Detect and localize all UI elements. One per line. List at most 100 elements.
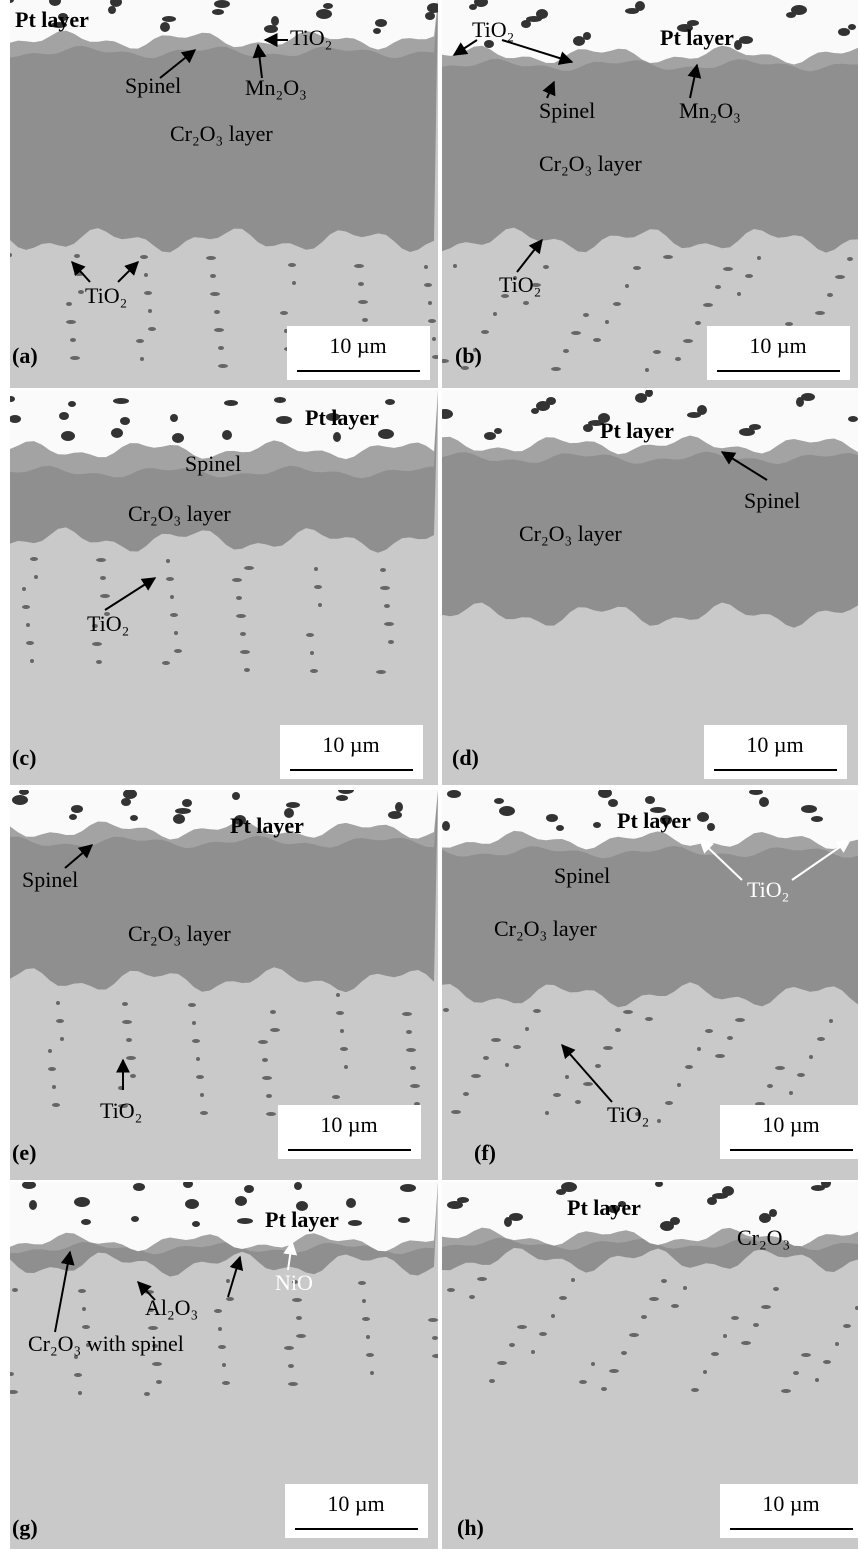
precipitate	[583, 1082, 593, 1086]
precipitate	[609, 1369, 619, 1373]
precipitate	[244, 668, 250, 672]
pt-pore	[68, 401, 76, 407]
pt-pore	[388, 811, 402, 819]
pt-pore	[232, 792, 240, 800]
precipitate	[136, 339, 144, 343]
pt-pore	[838, 28, 850, 36]
annotation: TiO₂	[87, 611, 129, 636]
pt-pore	[294, 1182, 302, 1190]
precipitate	[362, 1317, 370, 1321]
precipitate	[126, 1038, 132, 1042]
precipitate	[74, 254, 80, 258]
scale-bar-label: 10 µm	[762, 1112, 819, 1137]
pt-pore	[561, 1182, 577, 1192]
precipitate	[469, 1295, 475, 1299]
annotation: Pt layer	[660, 25, 734, 50]
pt-pore	[123, 789, 137, 799]
panel-label: (d)	[452, 745, 479, 770]
precipitate	[258, 1040, 268, 1044]
pt-pore	[81, 1219, 91, 1225]
annotation: TiO₂	[100, 1098, 142, 1123]
precipitate	[70, 338, 76, 342]
precipitate	[723, 1334, 727, 1338]
precipitate	[641, 1315, 647, 1319]
pt-pore	[739, 36, 753, 44]
precipitate	[657, 1119, 661, 1123]
pt-pore	[74, 1197, 90, 1207]
pt-pore	[214, 0, 230, 8]
precipitate	[226, 1297, 234, 1301]
precipitate	[761, 1305, 771, 1309]
precipitate	[773, 1287, 779, 1291]
precipitate	[144, 273, 148, 277]
precipitate	[715, 1054, 725, 1058]
precipitate	[593, 338, 601, 342]
precipitate	[74, 1373, 82, 1377]
precipitate	[210, 274, 216, 278]
pt-pore	[323, 3, 333, 9]
precipitate	[358, 282, 364, 286]
annotation: NiO	[275, 1270, 313, 1295]
annotation: Cr₂O₃ layer	[494, 916, 597, 941]
pt-pore	[494, 428, 502, 434]
precipitate	[463, 1092, 469, 1096]
precipitate	[595, 1064, 601, 1068]
precipitate	[156, 1380, 162, 1384]
pt-pore	[573, 36, 585, 46]
precipitate	[148, 327, 156, 331]
precipitate	[188, 1003, 196, 1007]
precipitate	[741, 1341, 751, 1345]
annotation: Cr₂O₃ layer	[128, 501, 231, 526]
precipitate	[703, 1370, 707, 1374]
panel: Pt layerSpinelCr₂O₃ layerTiO₂10 µm(c)	[7, 390, 438, 785]
pt-pore	[546, 397, 556, 405]
precipitate	[835, 1342, 839, 1346]
annotation: Cr₂O₃ layer	[128, 921, 231, 946]
precipitate	[683, 1286, 687, 1290]
precipitate	[12, 1288, 18, 1292]
pt-pore	[9, 415, 21, 423]
precipitate	[793, 1371, 799, 1375]
precipitate	[571, 1278, 575, 1282]
pt-pore	[121, 798, 131, 806]
precipitate	[218, 1327, 222, 1331]
precipitate	[354, 264, 364, 268]
figure: Pt layerTiO₂SpinelMn₂O₃Cr₂O₃ layerTiO₂10…	[0, 0, 861, 1549]
pt-pore	[175, 808, 191, 814]
precipitate	[663, 255, 673, 259]
precipitate	[428, 1318, 438, 1322]
pt-pore	[598, 788, 612, 798]
precipitate	[428, 319, 436, 323]
precipitate	[633, 266, 641, 270]
precipitate	[517, 1325, 527, 1329]
precipitate	[447, 1288, 455, 1292]
precipitate	[48, 1067, 56, 1071]
pt-pore	[183, 1180, 193, 1188]
precipitate	[629, 1333, 639, 1337]
precipitate	[525, 1027, 529, 1031]
pt-pore	[457, 1197, 469, 1203]
pt-pore	[113, 398, 129, 404]
pt-pore	[264, 25, 278, 33]
precipitate	[815, 311, 825, 315]
pt-pore	[437, 409, 453, 419]
panel-label: (g)	[12, 1515, 38, 1540]
scale-bar-label: 10 µm	[749, 333, 806, 358]
annotation: TiO₂	[290, 25, 332, 50]
precipitate	[645, 1017, 653, 1021]
pt-pore	[29, 1200, 37, 1210]
precipitate	[855, 1306, 859, 1310]
pt-pore	[224, 400, 238, 406]
pt-pore	[427, 3, 441, 13]
pt-pore	[759, 1213, 771, 1223]
precipitate	[126, 1056, 136, 1060]
annotation: Cr₂O₃ layer	[539, 151, 642, 176]
precipitate	[218, 364, 228, 368]
precipitate	[653, 350, 661, 354]
precipitate	[82, 1325, 90, 1329]
precipitate	[677, 1083, 681, 1087]
precipitate	[222, 1381, 230, 1385]
precipitate	[410, 1084, 420, 1088]
precipitate	[26, 623, 30, 627]
pt-pore	[670, 1217, 680, 1225]
